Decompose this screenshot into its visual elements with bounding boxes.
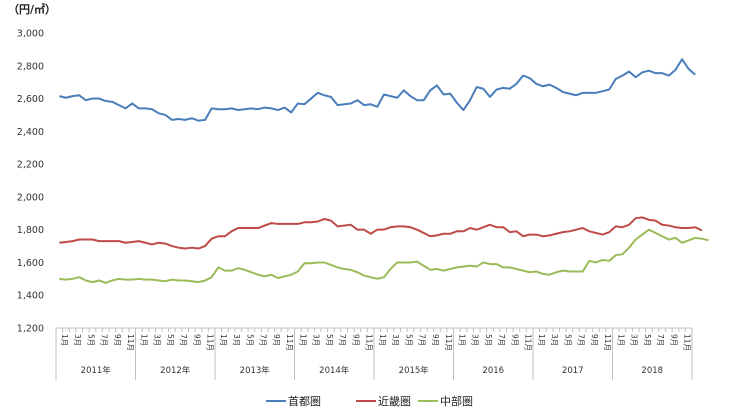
x-tick-label: 5月 (404, 334, 413, 346)
x-tick-label: 3月 (471, 334, 480, 346)
x-tick-label: 1月 (457, 334, 466, 346)
y-tick-label: 2,600 (17, 94, 44, 105)
x-tick-label: 3月 (312, 334, 321, 346)
x-tick-label: 1月 (60, 334, 69, 346)
year-label: 2017 (562, 366, 584, 376)
x-tick-label: 11月 (683, 334, 692, 351)
year-label: 2013年 (240, 365, 271, 376)
x-tick-label: 3月 (550, 334, 559, 346)
x-tick-label: 1月 (616, 334, 625, 346)
y-tick-label: 3,000 (17, 29, 44, 40)
x-tick-label: 7月 (497, 334, 506, 346)
x-tick-label: 1月 (139, 334, 148, 346)
y-tick-label: 2,400 (17, 127, 44, 138)
x-tick-label: 9月 (192, 334, 201, 346)
y-tick-label: 1,600 (17, 258, 44, 269)
x-tick-label: 3月 (391, 334, 400, 346)
x-tick-label: 7月 (338, 334, 347, 346)
legend-label: 近畿圏 (378, 394, 411, 408)
x-tick-label: 9月 (351, 334, 360, 346)
legend-label: 中部圏 (440, 394, 473, 408)
x-tick-label: 5月 (86, 334, 95, 346)
x-tick-label: 11月 (126, 334, 135, 351)
x-tick-label: 11月 (206, 334, 215, 351)
series-line (59, 58, 696, 122)
y-tick-label: 1,800 (17, 225, 44, 236)
y-tick-label: 2,000 (17, 192, 44, 203)
x-tick-label: 1月 (298, 334, 307, 346)
x-tick-label: 11月 (365, 334, 374, 351)
legend-label: 首都圏 (288, 394, 321, 408)
year-label: 2015年 (399, 365, 430, 376)
year-label: 2012年 (160, 365, 191, 376)
x-tick-label: 7月 (577, 334, 586, 346)
y-tick-label: 2,200 (17, 160, 44, 171)
x-tick-label: 5月 (325, 334, 334, 346)
x-tick-label: 11月 (603, 334, 612, 351)
x-tick-label: 11月 (444, 334, 453, 351)
x-tick-label: 3月 (153, 334, 162, 346)
x-tick-label: 7月 (418, 334, 427, 346)
x-tick-label: 3月 (630, 334, 639, 346)
x-tick-label: 11月 (524, 334, 533, 351)
year-label: 2016 (482, 366, 504, 376)
x-tick-label: 1月 (219, 334, 228, 346)
x-tick-label: 1月 (378, 334, 387, 346)
year-label: 2011年 (81, 365, 112, 376)
x-tick-label: 5月 (484, 334, 493, 346)
x-tick-label: 1月 (537, 334, 546, 346)
series-line (59, 228, 709, 284)
x-tick-label: 9月 (510, 334, 519, 346)
x-tick-label: 5月 (563, 334, 572, 346)
x-tick-label: 7月 (100, 334, 109, 346)
y-tick-label: 2,800 (17, 61, 44, 72)
year-label: 2018 (641, 366, 663, 376)
x-tick-label: 7月 (179, 334, 188, 346)
x-tick-label: 11月 (285, 334, 294, 351)
x-tick-label: 7月 (259, 334, 268, 346)
x-tick-label: 3月 (73, 334, 82, 346)
x-tick-label: 3月 (232, 334, 241, 346)
unit-label: （円/㎡） (8, 3, 57, 16)
x-tick-label: 5月 (643, 334, 652, 346)
x-tick-label: 5月 (245, 334, 254, 346)
x-tick-label: 9月 (590, 334, 599, 346)
series-line (59, 216, 703, 250)
y-tick-label: 1,200 (17, 324, 44, 335)
x-tick-label: 9月 (431, 334, 440, 346)
x-tick-label: 7月 (656, 334, 665, 346)
x-tick-label: 9月 (272, 334, 281, 346)
x-tick-label: 5月 (166, 334, 175, 346)
y-tick-label: 1,400 (17, 291, 44, 302)
year-label: 2014年 (319, 365, 350, 376)
x-tick-label: 9月 (113, 334, 122, 346)
x-tick-label: 9月 (669, 334, 678, 346)
